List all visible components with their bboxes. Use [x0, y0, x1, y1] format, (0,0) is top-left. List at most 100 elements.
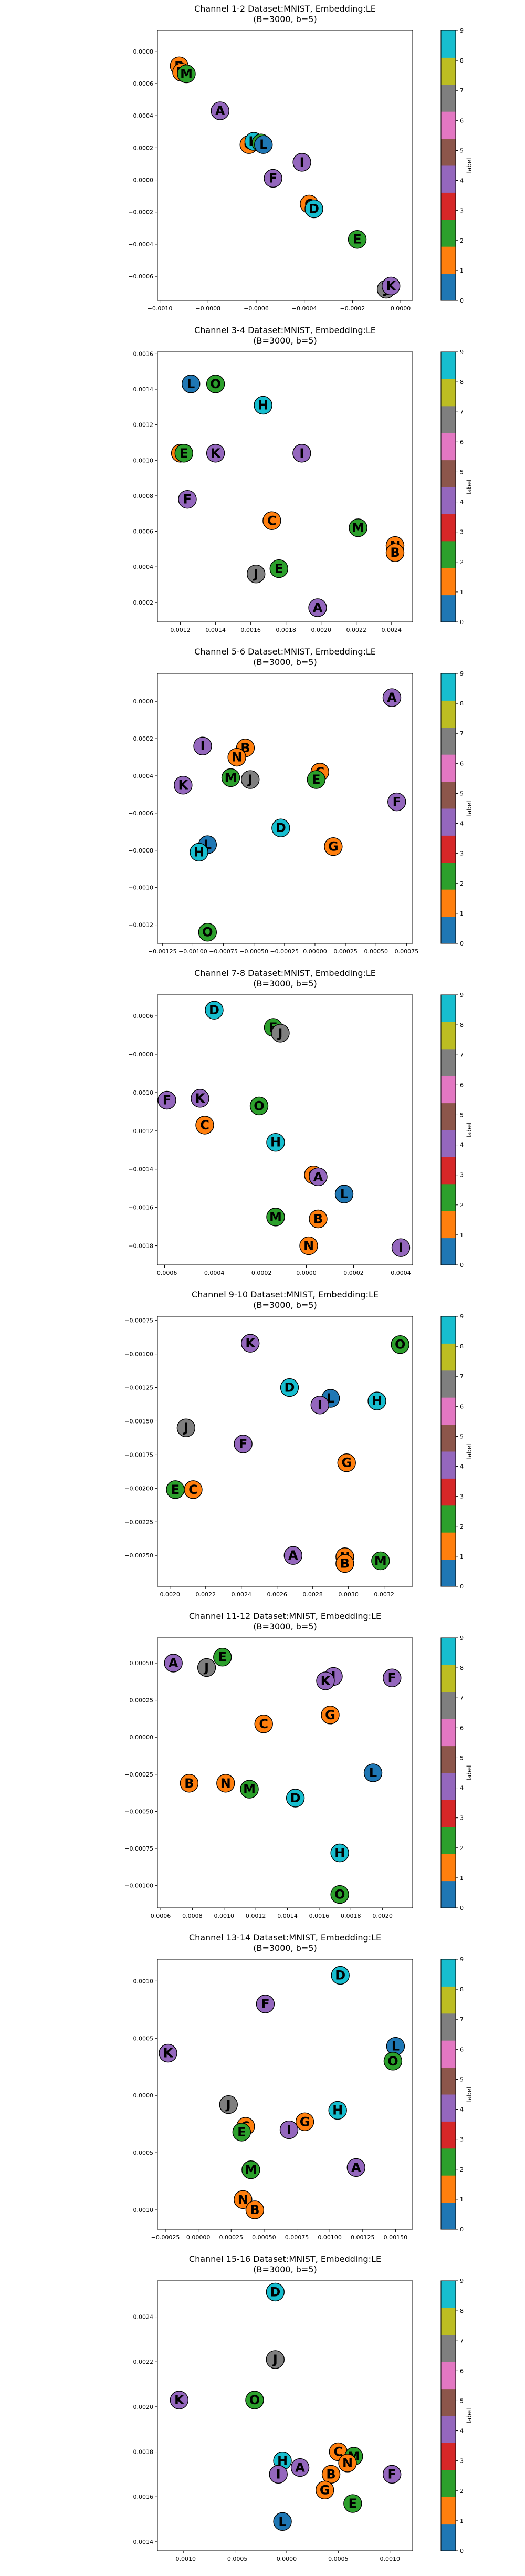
colorbar-segment: [441, 1103, 456, 1130]
scatter-point: E: [307, 770, 326, 789]
scatter-point: K: [206, 444, 225, 463]
scatter-point: L: [254, 135, 273, 154]
point-label: C: [259, 1717, 268, 1731]
point-marker: [234, 2190, 253, 2209]
y-tick-label: 0.0002: [133, 144, 154, 151]
scatter-point: C: [262, 511, 281, 530]
colorbar-tick-label: 3: [460, 2458, 464, 2465]
colorbar-segment: [441, 2121, 456, 2149]
point-marker: [348, 230, 367, 249]
point-label: E: [171, 1482, 180, 1497]
y-tick-label: −0.00200: [124, 1485, 153, 1492]
x-tick-label: 0.0005: [328, 2556, 349, 2562]
point-label: O: [334, 1887, 345, 1902]
chart-subtitle: (B=3000, b=5): [253, 1943, 317, 1953]
colorbar-tick-label: 1: [460, 2196, 464, 2203]
colorbar-tick-label: 9: [460, 349, 464, 356]
colorbar-segment: [441, 1746, 456, 1773]
point-marker: [221, 768, 240, 787]
chart-panel: Channel 15-16 Dataset:MNIST, Embedding:L…: [133, 2254, 474, 2562]
x-tick-label: 0.0032: [374, 1591, 394, 1598]
point-marker: [205, 1001, 224, 1020]
colorbar-tick-label: 6: [460, 2046, 464, 2053]
plot-area: [157, 1316, 413, 1587]
chart-subtitle: (B=3000, b=5): [253, 336, 317, 346]
scatter-point: G: [295, 2112, 314, 2131]
chart-subtitle: (B=3000, b=5): [253, 979, 317, 989]
point-label: F: [239, 1437, 247, 1451]
colorbar-segment: [441, 727, 456, 755]
colorbar-segment: [441, 541, 456, 568]
point-marker: [371, 1551, 390, 1571]
colorbar-frame: [440, 673, 456, 944]
chart-title: Channel 15-16 Dataset:MNIST, Embedding:L…: [189, 2254, 381, 2264]
colorbar-segment: [441, 2148, 456, 2176]
colorbar-segment: [441, 1773, 456, 1800]
colorbar-segment: [441, 2443, 456, 2470]
scatter-point: O: [391, 1335, 410, 1354]
colorbar-segment: [441, 700, 456, 728]
scatter-point: H: [266, 1133, 285, 1152]
point-label: C: [334, 2445, 343, 2459]
colorbar-tick-label: 5: [460, 147, 464, 154]
point-marker: [249, 1096, 269, 1116]
colorbar-segment: [441, 192, 456, 220]
colorbar-frame: [440, 1959, 456, 2230]
y-tick-label: 0.0000: [133, 2092, 154, 2099]
colorbar-tick-label: 0: [460, 2226, 464, 2233]
y-tick-label: 0.0000: [133, 177, 154, 184]
scatter-point: K: [316, 1671, 335, 1690]
colorbar-tick-label: 2: [460, 880, 464, 887]
point-marker: [383, 2052, 403, 2071]
point-marker: [245, 2391, 264, 2409]
point-marker: [234, 1435, 253, 1453]
x-tick-label: −0.00050: [239, 948, 268, 955]
point-label: K: [321, 1674, 331, 1688]
colorbar-frame: [440, 1637, 456, 1908]
point-label: F: [269, 171, 277, 185]
colorbar-segment: [441, 1559, 456, 1587]
y-tick-label: 0.0008: [133, 48, 154, 55]
point-label: A: [215, 103, 225, 118]
colorbar-segment: [441, 1076, 456, 1104]
x-tick-label: 0.0024: [231, 1591, 251, 1598]
colorbar-segment: [441, 862, 456, 890]
point-marker: [387, 792, 406, 812]
scatter-point: E: [166, 1480, 185, 1499]
colorbar-tick-label: 2: [460, 1523, 464, 1530]
y-tick-label: 0.0020: [133, 2404, 154, 2411]
colorbar-segment: [441, 1130, 456, 1157]
colorbar-segment: [441, 379, 456, 407]
point-marker: [343, 2494, 362, 2513]
point-label: M: [269, 1210, 282, 1224]
point-label: D: [285, 1380, 295, 1395]
point-label: J: [247, 772, 253, 787]
scatter-point: E: [269, 559, 288, 578]
scatter-point: A: [290, 2458, 310, 2477]
point-marker: [198, 923, 217, 942]
y-tick-label: −0.0008: [128, 1051, 153, 1058]
y-tick-label: −0.00100: [124, 1883, 153, 1889]
point-label: I: [201, 739, 205, 753]
scatter-point: K: [170, 2391, 189, 2409]
point-marker: [216, 1774, 235, 1793]
colorbar-tick-label: 1: [460, 1232, 464, 1239]
point-marker: [330, 1843, 349, 1863]
colorbar-tick-label: 4: [460, 178, 464, 184]
colorbar-tick-label: 9: [460, 1313, 464, 1320]
colorbar-tick-label: 8: [460, 1665, 464, 1671]
point-marker: [309, 1209, 328, 1229]
scatter-point: H: [328, 2101, 347, 2120]
point-marker: [292, 153, 311, 172]
scatter-point: J: [241, 770, 260, 789]
scatter-point: E: [348, 230, 367, 249]
chart-title: Channel 7-8 Dataset:MNIST, Embedding:LE: [194, 968, 376, 978]
scatter-point: A: [346, 2158, 365, 2177]
colorbar-tick-label: 9: [460, 992, 464, 999]
scatter-point: B: [245, 2200, 265, 2219]
colorbar-label: label: [466, 479, 473, 494]
scatter-point: G: [321, 1706, 340, 1725]
point-marker: [308, 598, 327, 617]
point-marker: [316, 1671, 335, 1690]
colorbar-tick-label: 8: [460, 1343, 464, 1350]
